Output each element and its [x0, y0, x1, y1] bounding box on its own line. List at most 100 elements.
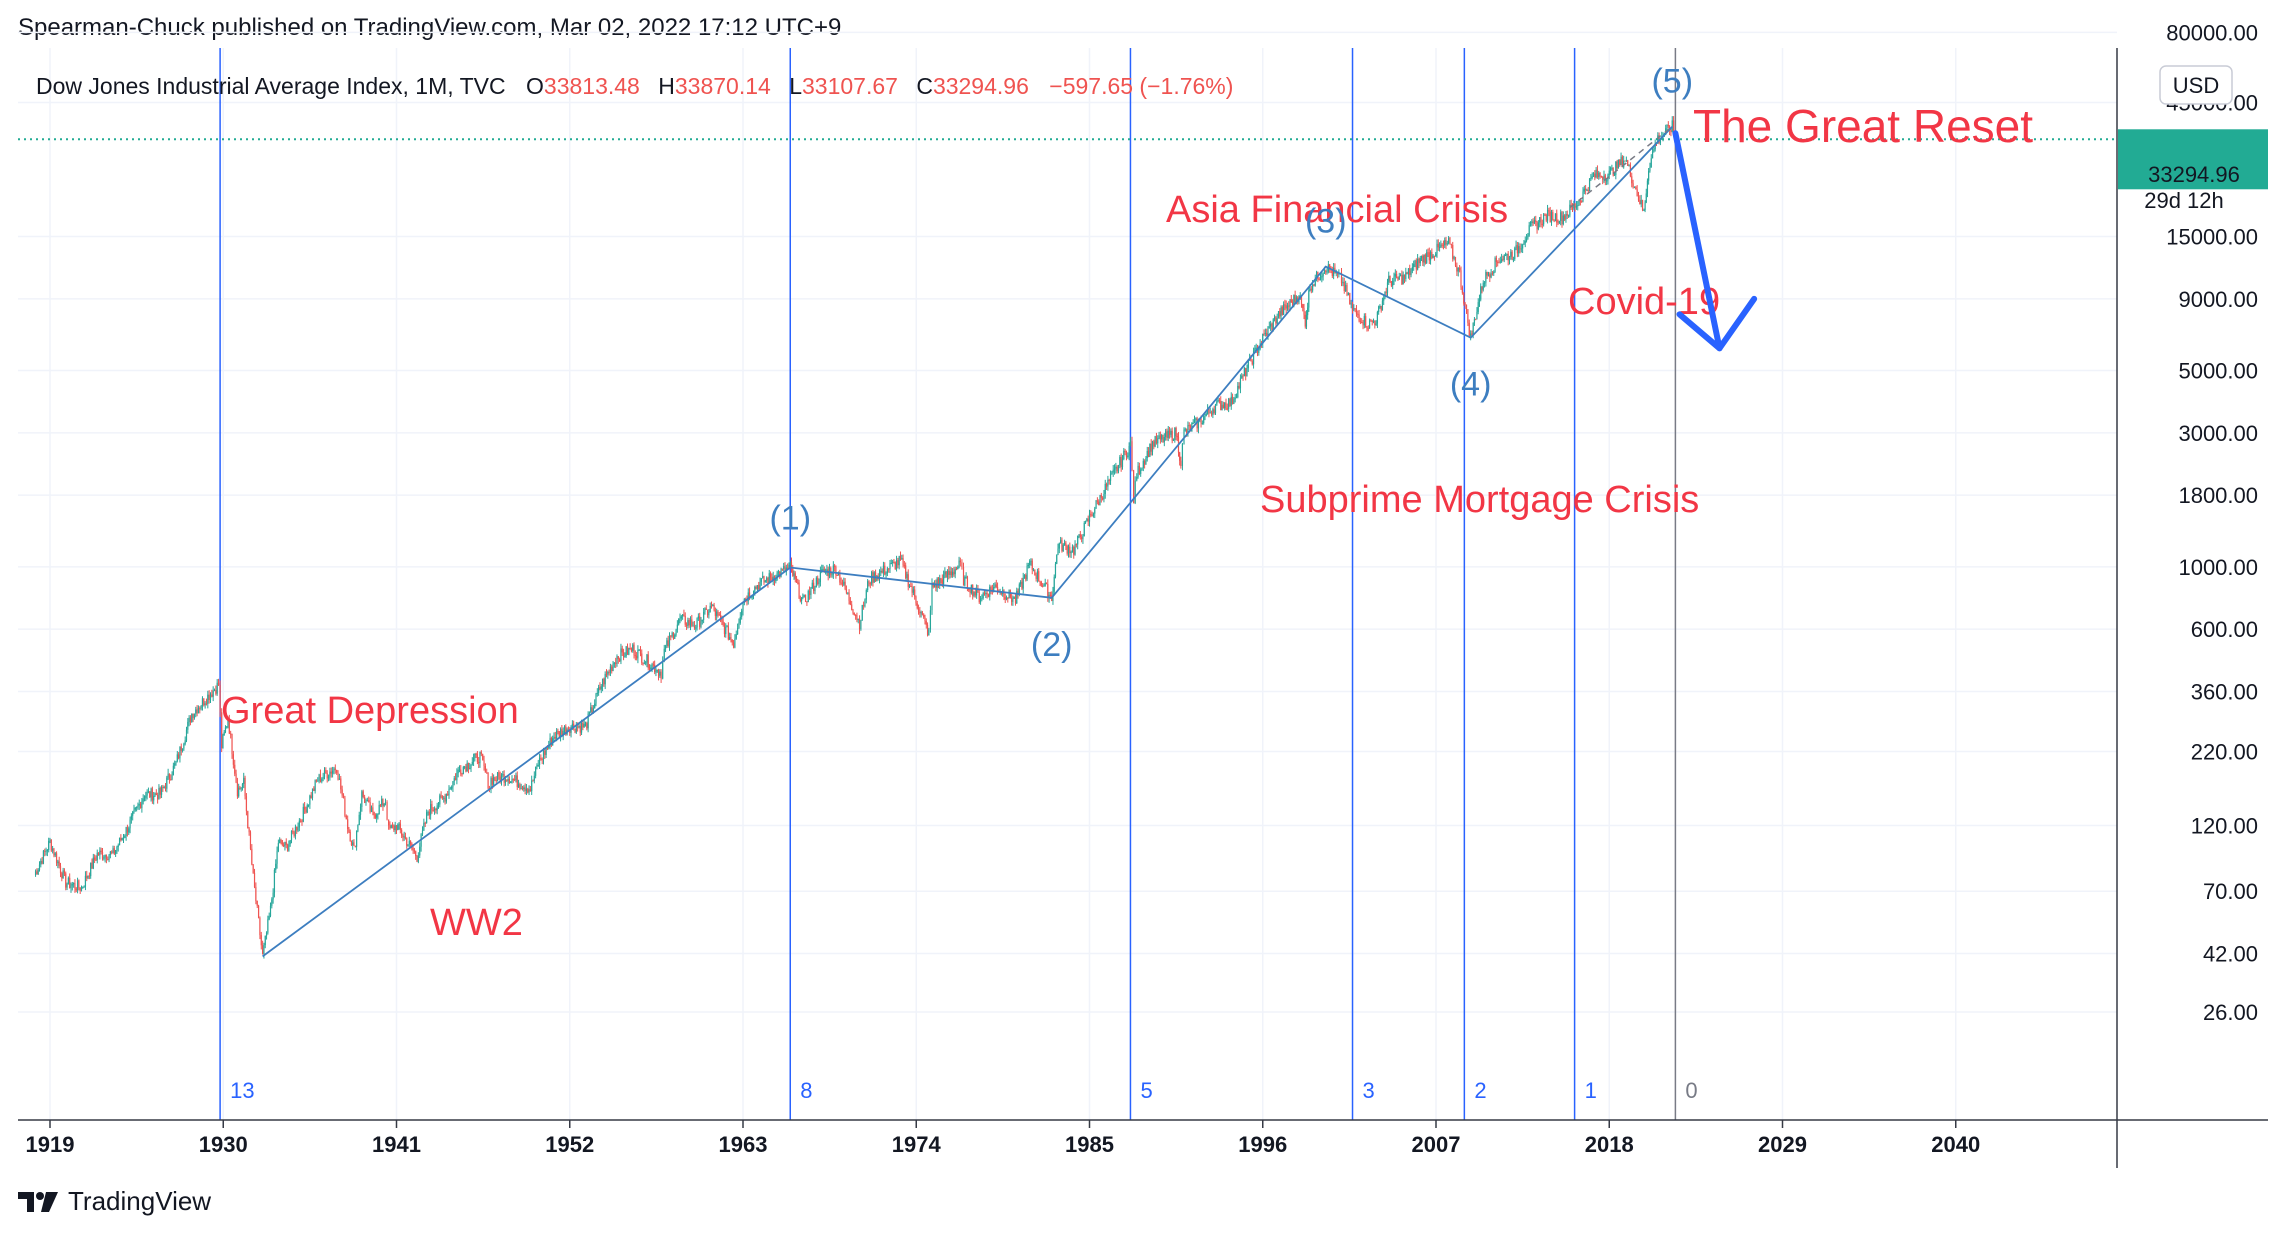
candle-body — [1573, 203, 1575, 209]
candle-body — [1445, 240, 1447, 245]
candle-body — [494, 777, 496, 781]
candle-body — [506, 779, 508, 781]
candle-body — [1567, 215, 1570, 217]
projection-arrow[interactable] — [1672, 130, 1758, 352]
candle-body — [1111, 472, 1113, 474]
candle-body — [700, 621, 702, 627]
annotation-covid-19[interactable]: Covid-19 — [1568, 281, 1720, 323]
candle-body — [1504, 255, 1507, 257]
candle-body — [507, 778, 509, 781]
candle-body — [1310, 288, 1312, 291]
annotation-great-reset[interactable]: The Great Reset — [1693, 100, 2033, 152]
candle-body — [491, 777, 493, 785]
candle-body — [1354, 308, 1356, 310]
candle-body — [657, 669, 660, 676]
candle-body — [787, 567, 789, 569]
candle-body — [545, 748, 547, 755]
arrow-head[interactable] — [1676, 295, 1758, 352]
candle-body — [333, 768, 335, 771]
candle-body — [1025, 574, 1027, 580]
candle-body — [676, 624, 678, 630]
annotation-great-depression[interactable]: Great Depression — [221, 690, 519, 732]
candle-body — [1127, 455, 1129, 458]
candle-body — [784, 566, 786, 573]
candle-body — [1558, 220, 1560, 224]
candle-body — [1307, 307, 1309, 316]
candle-body — [482, 754, 484, 761]
candle-body — [599, 687, 601, 690]
candle-body — [138, 803, 140, 806]
candle-body — [301, 820, 303, 822]
candle-body — [1280, 307, 1282, 317]
candle-body — [1402, 274, 1404, 285]
candle-body — [565, 726, 567, 735]
candle-body — [1361, 322, 1363, 324]
candle-body — [1294, 294, 1296, 302]
candle-body — [890, 562, 892, 564]
candle-body — [1441, 244, 1443, 246]
candle-body — [1305, 315, 1308, 327]
time-axis[interactable]: 1919 1930 1941 1952 1963 1974 1985 1996 2007 2018… — [26, 1120, 1981, 1157]
candle-body — [1184, 429, 1186, 431]
candle-body — [1063, 542, 1066, 545]
candle-body — [475, 753, 477, 755]
candle-body — [1359, 321, 1361, 323]
arrow-shaft[interactable] — [1672, 130, 1723, 352]
candle-body — [1367, 328, 1369, 330]
candle-body — [880, 570, 882, 573]
candle-body — [1109, 473, 1112, 481]
candle-body — [63, 870, 66, 874]
candle-body — [399, 823, 401, 830]
candle-body — [1541, 223, 1543, 225]
candle-body — [1008, 590, 1010, 599]
candle-body — [1436, 243, 1438, 254]
candle-body — [1205, 414, 1207, 416]
candle-body — [1094, 508, 1096, 514]
candle-body — [92, 857, 94, 869]
annotation-ww2[interactable]: WW2 — [430, 902, 523, 944]
candle-body — [1532, 221, 1534, 224]
candle-body — [612, 664, 614, 672]
candle-body — [512, 778, 514, 780]
candle-body — [395, 825, 398, 831]
candle-body — [46, 850, 48, 852]
tradingview-brand[interactable]: TradingView — [18, 1186, 211, 1217]
candle-body — [1442, 245, 1445, 247]
bar-countdown: 29d 12h — [2144, 188, 2224, 213]
candle-body — [822, 568, 824, 570]
candle-body — [620, 648, 622, 662]
candle-body — [317, 780, 319, 782]
elliott-wave-lines[interactable] — [262, 125, 1673, 958]
candle-body — [632, 644, 634, 651]
candle-body — [201, 698, 204, 707]
candle-body — [655, 671, 657, 673]
candle-body — [1426, 252, 1428, 263]
candle-body — [467, 762, 470, 769]
candle-body — [1476, 311, 1478, 320]
candle-body — [279, 839, 281, 844]
candle-body — [1512, 259, 1515, 261]
candle-body — [981, 598, 983, 600]
candle-body — [132, 811, 134, 816]
candle-body — [861, 605, 863, 621]
candle-body — [574, 728, 576, 733]
currency-box[interactable] — [2159, 65, 2233, 105]
candle-body — [1588, 178, 1591, 191]
candle-body — [1648, 171, 1650, 181]
annotation-asia-financial-crisis[interactable]: Asia Financial Crisis — [1166, 189, 1508, 231]
candle-body — [1003, 590, 1005, 598]
candle-body — [386, 802, 388, 820]
candle-body — [1611, 167, 1613, 169]
candle-body — [181, 748, 184, 751]
candle-body — [1045, 582, 1048, 584]
candle-body — [1497, 262, 1499, 264]
wave-polyline[interactable] — [262, 125, 1673, 958]
symbol-title[interactable]: Dow Jones Industrial Average Index, 1M, … — [36, 73, 1233, 99]
annotation-subprime-crisis[interactable]: Subprime Mortgage Crisis — [1260, 479, 1699, 521]
cycle-lines[interactable]: 13 8 5 3 2 1 0 — [219, 48, 1698, 1120]
candle-body — [1454, 256, 1457, 266]
candle-body — [174, 763, 176, 766]
candle-body — [760, 578, 762, 582]
candle-body — [298, 820, 300, 828]
